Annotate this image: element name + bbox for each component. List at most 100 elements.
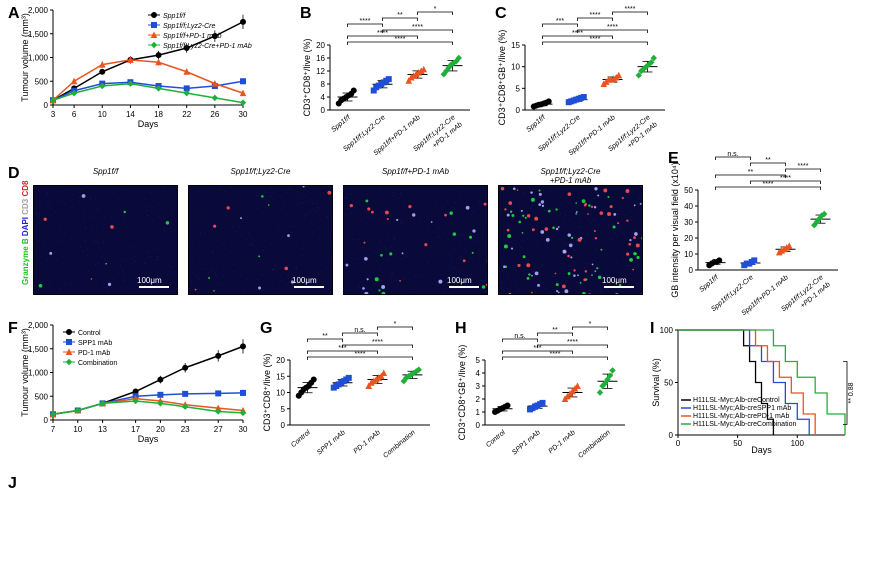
svg-text:****: **** [395,36,406,43]
svg-text:Survival (%): Survival (%) [651,358,661,407]
svg-text:500: 500 [35,77,49,86]
svg-text:23: 23 [181,425,190,434]
svg-text:Spp1f/f: Spp1f/f [698,273,720,293]
svg-text:16: 16 [316,54,325,63]
micro-image-1: 100μm [188,185,333,295]
panel-e-chart: 01020304050GB intensity per visual field… [668,150,843,320]
svg-text:****: **** [590,12,601,19]
svg-text:Combination: Combination [382,429,417,460]
svg-text:0: 0 [669,431,674,440]
svg-text:****: **** [412,24,423,31]
svg-text:**: ** [765,157,771,164]
svg-text:0: 0 [281,421,286,430]
svg-text:0: 0 [689,266,694,275]
svg-text:10: 10 [276,389,285,398]
svg-text:20: 20 [684,234,693,243]
svg-text:1,500: 1,500 [28,345,49,354]
svg-text:Control: Control [485,429,507,449]
panel-h-chart: 012345CD3⁺CD8⁺GB⁺/live (%)ControlSPP1 mA… [455,320,630,475]
svg-text:14: 14 [126,110,135,119]
svg-text:*: * [434,6,437,13]
panel-c: C051015CD3⁺CD8⁺GB⁺/live (%)Spp1f/fSpp1f/… [495,5,670,165]
micro-title-1: Spp1f/f;Lyz2-Cre [188,167,333,176]
svg-text:1,500: 1,500 [28,30,49,39]
svg-text:0: 0 [321,106,326,115]
svg-text:2,000: 2,000 [28,6,49,15]
svg-text:Days: Days [138,119,159,129]
panel-g: G05101520CD3⁺CD8⁺/live (%)ControlSPP1 mA… [260,320,435,480]
svg-text:30: 30 [239,110,248,119]
svg-text:****: **** [625,6,636,13]
svg-text:4: 4 [321,93,326,102]
svg-text:27: 27 [214,425,223,434]
svg-text:Spp1f/f: Spp1f/f [163,13,186,20]
svg-text:1,000: 1,000 [28,369,49,378]
svg-text:****: **** [763,181,774,188]
panel-c-chart: 051015CD3⁺CD8⁺GB⁺/live (%)Spp1f/fSpp1f/f… [495,5,670,160]
svg-text:15: 15 [511,41,520,50]
panel-e-label: E [668,150,679,168]
svg-text:50: 50 [664,379,673,388]
svg-text:26: 26 [210,110,219,119]
svg-text:H11LSL-Myc;Alb-crePD-1 mAb: H11LSL-Myc;Alb-crePD-1 mAb [693,413,789,420]
svg-text:20: 20 [156,425,165,434]
svg-text:2,000: 2,000 [28,321,49,330]
svg-text:50: 50 [684,186,693,195]
micro-image-0: 100μm [33,185,178,295]
svg-text:PD-1 mAb: PD-1 mAb [78,350,110,357]
svg-text:**: ** [322,333,328,340]
svg-text:n.s.: n.s. [354,327,365,334]
svg-text:0: 0 [676,439,681,448]
svg-text:**: ** [397,12,403,19]
micro-image-2: 100μm [343,185,488,295]
svg-text:PD-1 mAb: PD-1 mAb [353,429,382,455]
svg-text:****: **** [355,351,366,358]
panel-h-label: H [455,320,467,338]
svg-text:30: 30 [239,425,248,434]
svg-text:13: 13 [98,425,107,434]
micro-title-3: Spp1f/f;Lyz2-Cre+PD-1 mAb [498,167,643,185]
panel-j-label: J [8,475,17,493]
svg-text:1,000: 1,000 [28,54,49,63]
svg-text:n.s.: n.s. [514,333,525,340]
svg-text:50: 50 [733,439,742,448]
svg-text:100: 100 [660,326,674,335]
svg-text:Combination: Combination [78,360,117,367]
panel-g-label: G [260,320,272,338]
panel-a-legend: Spp1f/fSpp1f/f;Lyz2-CreSpp1f/f+PD-1 mAbS… [148,8,298,53]
svg-text:22: 22 [182,110,191,119]
panel-b-chart: 048121620CD3⁺CD8⁺/live (%)Spp1f/fSpp1f/f… [300,5,475,160]
svg-text:20: 20 [316,41,325,50]
panel-a: A3610141822263005001,0001,5002,000DaysTu… [8,5,248,135]
svg-text:10: 10 [98,110,107,119]
svg-text:0: 0 [516,106,521,115]
svg-text:GB intensity per visual field: GB intensity per visual field (x10⁴) [670,162,680,297]
panel-e: E01020304050GB intensity per visual fiel… [668,150,843,325]
panel-i: I050100050100DaysSurvival (%)H11LSL-Myc;… [650,320,850,460]
svg-text:****: **** [590,36,601,43]
svg-text:10: 10 [511,63,520,72]
svg-text:3: 3 [476,382,481,391]
svg-text:Spp1f/f: Spp1f/f [525,113,547,133]
svg-text:40: 40 [684,202,693,211]
panel-i-label: I [650,320,654,338]
svg-text:Days: Days [138,434,159,444]
svg-text:SPP1 mAb: SPP1 mAb [316,429,347,456]
svg-text:****: **** [372,339,383,346]
svg-text:8: 8 [321,80,326,89]
svg-text:Tumour volume (mm³): Tumour volume (mm³) [20,13,30,102]
svg-text:18: 18 [154,110,163,119]
micro-image-3: 100μm [498,185,643,295]
svg-text:PD-1 mAb: PD-1 mAb [548,429,577,455]
svg-text:3: 3 [51,110,56,119]
svg-text:****: **** [360,18,371,25]
panel-b-label: B [300,5,312,23]
svg-text:H11LSL-Myc;Alb-creCombination: H11LSL-Myc;Alb-creCombination [693,421,796,428]
panel-i-chart: 050100050100DaysSurvival (%)H11LSL-Myc;A… [650,325,850,455]
svg-text:20: 20 [276,356,285,365]
svg-text:***: *** [556,18,564,25]
svg-text:30: 30 [684,218,693,227]
svg-text:4: 4 [476,369,481,378]
svg-text:H11LSL-Myc;Alb-creSPP1 mAb: H11LSL-Myc;Alb-creSPP1 mAb [693,405,791,412]
svg-text:*: * [589,321,592,328]
